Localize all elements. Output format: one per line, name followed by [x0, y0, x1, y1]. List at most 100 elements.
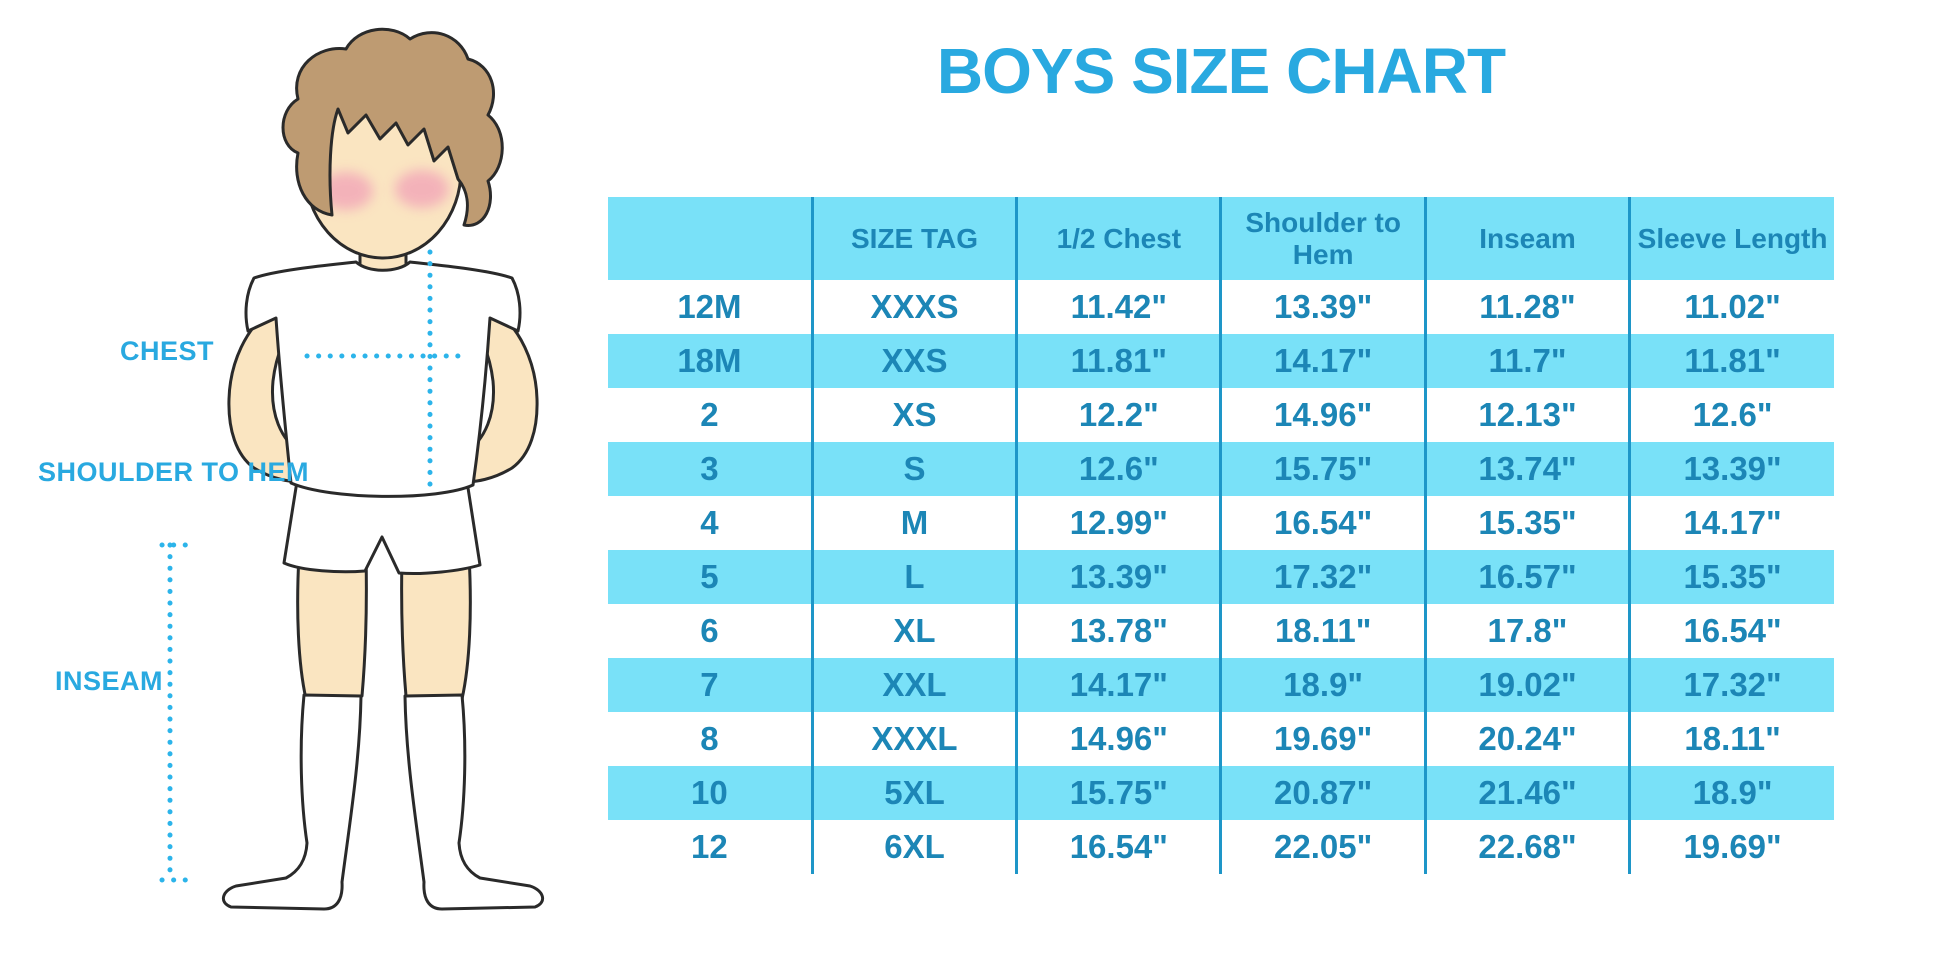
cell-2-shoulder-to-hem: 14.96" [1219, 388, 1426, 442]
inseam-label: INSEAM [55, 666, 164, 696]
boy-arm-right [461, 308, 539, 483]
boy-arm-left [227, 308, 305, 483]
col-header-1-2-chest: 1/2 Chest [1015, 197, 1221, 280]
cell-7-size: 7 [608, 658, 813, 712]
cell-10-size-tag: 5XL [810, 766, 1017, 820]
cell-7-inseam: 19.02" [1423, 658, 1630, 712]
table-row-size-2: 2 XS 12.2" 14.96" 12.13" 12.6" [608, 388, 1834, 442]
table-row-size-4: 4 M 12.99" 16.54" 15.35" 14.17" [608, 496, 1834, 550]
cell-2-size: 2 [700, 396, 719, 433]
cell-8-shoulder-to-hem: 19.69" [1219, 712, 1426, 766]
cell-18m-shoulder-to-hem: 14.17" [1219, 334, 1426, 388]
cell-8-size: 8 [700, 720, 719, 757]
cell-12m-sleeve-length: 11.02" [1628, 280, 1834, 334]
cell-4-size: 4 [700, 504, 719, 541]
cell-3-size: 3 [608, 442, 813, 496]
cell-7-sleeve-length: 17.32" [1628, 658, 1834, 712]
boy-cheek-left [319, 172, 373, 210]
page-title: BOYS SIZE CHART [936, 35, 1506, 107]
boy-shirt [244, 260, 522, 498]
cell-4-inseam: 15.35" [1423, 496, 1630, 550]
cell-5-inseam: 16.57" [1423, 550, 1630, 604]
cell-2-size-tag: XS [810, 388, 1017, 442]
cell-3-sleeve-length: 13.39" [1628, 442, 1834, 496]
cell-6-sleeve-length: 16.54" [1628, 604, 1834, 658]
boy-sock-left [221, 693, 363, 911]
boy-leg-left [296, 553, 368, 701]
figure-area: CHEST SHOULDER TO HEM INSEAM [0, 0, 600, 973]
cell-10-1-2-chest: 15.75" [1015, 766, 1221, 820]
col-header-inseam: Inseam [1423, 197, 1630, 280]
cell-12m-inseam: 11.28" [1423, 280, 1630, 334]
cell-4-size-tag: M [810, 496, 1017, 550]
cell-3-shoulder-to-hem: 15.75" [1219, 442, 1426, 496]
cell-4-1-2-chest: 12.99" [1015, 496, 1221, 550]
cell-18m-size-tag: XXS [810, 334, 1017, 388]
size-table: SIZE TAG 1/2 Chest Shoulder to Hem Inseam Sl… [608, 197, 1834, 874]
cell-10-shoulder-to-hem: 20.87" [1219, 766, 1426, 820]
cell-12-inseam: 22.68" [1423, 820, 1630, 874]
boy-cheek-right [395, 170, 449, 208]
table-header-row: SIZE TAG 1/2 Chest Shoulder to Hem Inseam Sl… [608, 197, 1834, 280]
cell-10-sleeve-length: 18.9" [1628, 766, 1834, 820]
cell-12-shoulder-to-hem: 22.05" [1219, 820, 1426, 874]
table-row-size-10: 10 5XL 15.75" 20.87" 21.46" 18.9" [608, 766, 1834, 820]
table-row-size-18m: 18M XXS 11.81" 14.17" 11.7" 11.81" [608, 334, 1834, 388]
table-body: 12M XXXS 11.42" 13.39" 11.28" 11.02" 18M XXS 11.… [608, 280, 1834, 874]
cell-7-1-2-chest: 14.17" [1015, 658, 1221, 712]
table-row-size-5: 5 L 13.39" 17.32" 16.57" 15.35" [608, 550, 1834, 604]
col-header-size-tag: SIZE TAG [810, 197, 1017, 280]
cell-12m-size-tag: XXXS [810, 280, 1017, 334]
table-row-size-8: 8 XXXL 14.96" 19.69" 20.24" 18.11" [608, 712, 1834, 766]
cell-12-size-tag: 6XL [810, 820, 1017, 874]
cell-18m-sleeve-length: 11.81" [1628, 334, 1834, 388]
col-header-blank [608, 197, 813, 280]
cell-2-sleeve-length: 12.6" [1628, 388, 1834, 442]
cell-8-1-2-chest: 14.96" [1015, 712, 1221, 766]
shoulder-to-hem-label: SHOULDER TO HEM [38, 457, 310, 487]
cell-6-shoulder-to-hem: 18.11" [1219, 604, 1426, 658]
cell-3-1-2-chest: 12.6" [1015, 442, 1221, 496]
cell-10-inseam: 21.46" [1423, 766, 1630, 820]
col-header-shoulder-to-hem: Shoulder to Hem [1219, 197, 1426, 280]
cell-5-shoulder-to-hem: 17.32" [1219, 550, 1426, 604]
table-row-size-12m: 12M XXXS 11.42" 13.39" 11.28" 11.02" [608, 280, 1834, 334]
boy-sock-right [403, 693, 545, 911]
cell-12m-shoulder-to-hem: 13.39" [1219, 280, 1426, 334]
cell-6-size-tag: XL [810, 604, 1017, 658]
size-table-wrap: SIZE TAG 1/2 Chest Shoulder to Hem Inseam Sl… [608, 197, 1834, 874]
cell-18m-size: 18M [608, 334, 813, 388]
cell-4-sleeve-length: 14.17" [1628, 496, 1834, 550]
table-row-size-3: 3 S 12.6" 15.75" 13.74" 13.39" [608, 442, 1834, 496]
cell-12-1-2-chest: 16.54" [1015, 820, 1221, 874]
cell-12m-1-2-chest: 11.42" [1015, 280, 1221, 334]
boy-leg-right [400, 553, 472, 701]
cell-6-inseam: 17.8" [1423, 604, 1630, 658]
table-row-size-6: 6 XL 13.78" 18.11" 17.8" 16.54" [608, 604, 1834, 658]
cell-8-sleeve-length: 18.11" [1628, 712, 1834, 766]
table-row-size-12: 12 6XL 16.54" 22.05" 22.68" 19.69" [608, 820, 1834, 874]
cell-10-size: 10 [608, 766, 813, 820]
cell-12-sleeve-length: 19.69" [1628, 820, 1834, 874]
cell-5-size-tag: L [810, 550, 1017, 604]
cell-5-sleeve-length: 15.35" [1628, 550, 1834, 604]
boy-hair [281, 27, 504, 227]
cell-2-inseam: 12.13" [1423, 388, 1630, 442]
cell-3-size-tag: S [810, 442, 1017, 496]
cell-12m-size: 12M [677, 288, 742, 325]
cell-6-1-2-chest: 13.78" [1015, 604, 1221, 658]
cell-4-shoulder-to-hem: 16.54" [1219, 496, 1426, 550]
cell-18m-1-2-chest: 11.81" [1015, 334, 1221, 388]
cell-12-size: 12 [691, 828, 728, 865]
cell-8-size-tag: XXXL [810, 712, 1017, 766]
col-header-sleeve-length: Sleeve Length [1628, 197, 1834, 280]
cell-7-size-tag: XXL [810, 658, 1017, 712]
cell-5-1-2-chest: 13.39" [1015, 550, 1221, 604]
boy-illustration [159, 27, 545, 911]
cell-3-inseam: 13.74" [1423, 442, 1630, 496]
cell-5-size: 5 [608, 550, 813, 604]
chest-label: CHEST [120, 336, 215, 366]
cell-6-size: 6 [700, 612, 719, 649]
cell-18m-inseam: 11.7" [1423, 334, 1630, 388]
cell-2-1-2-chest: 12.2" [1015, 388, 1221, 442]
